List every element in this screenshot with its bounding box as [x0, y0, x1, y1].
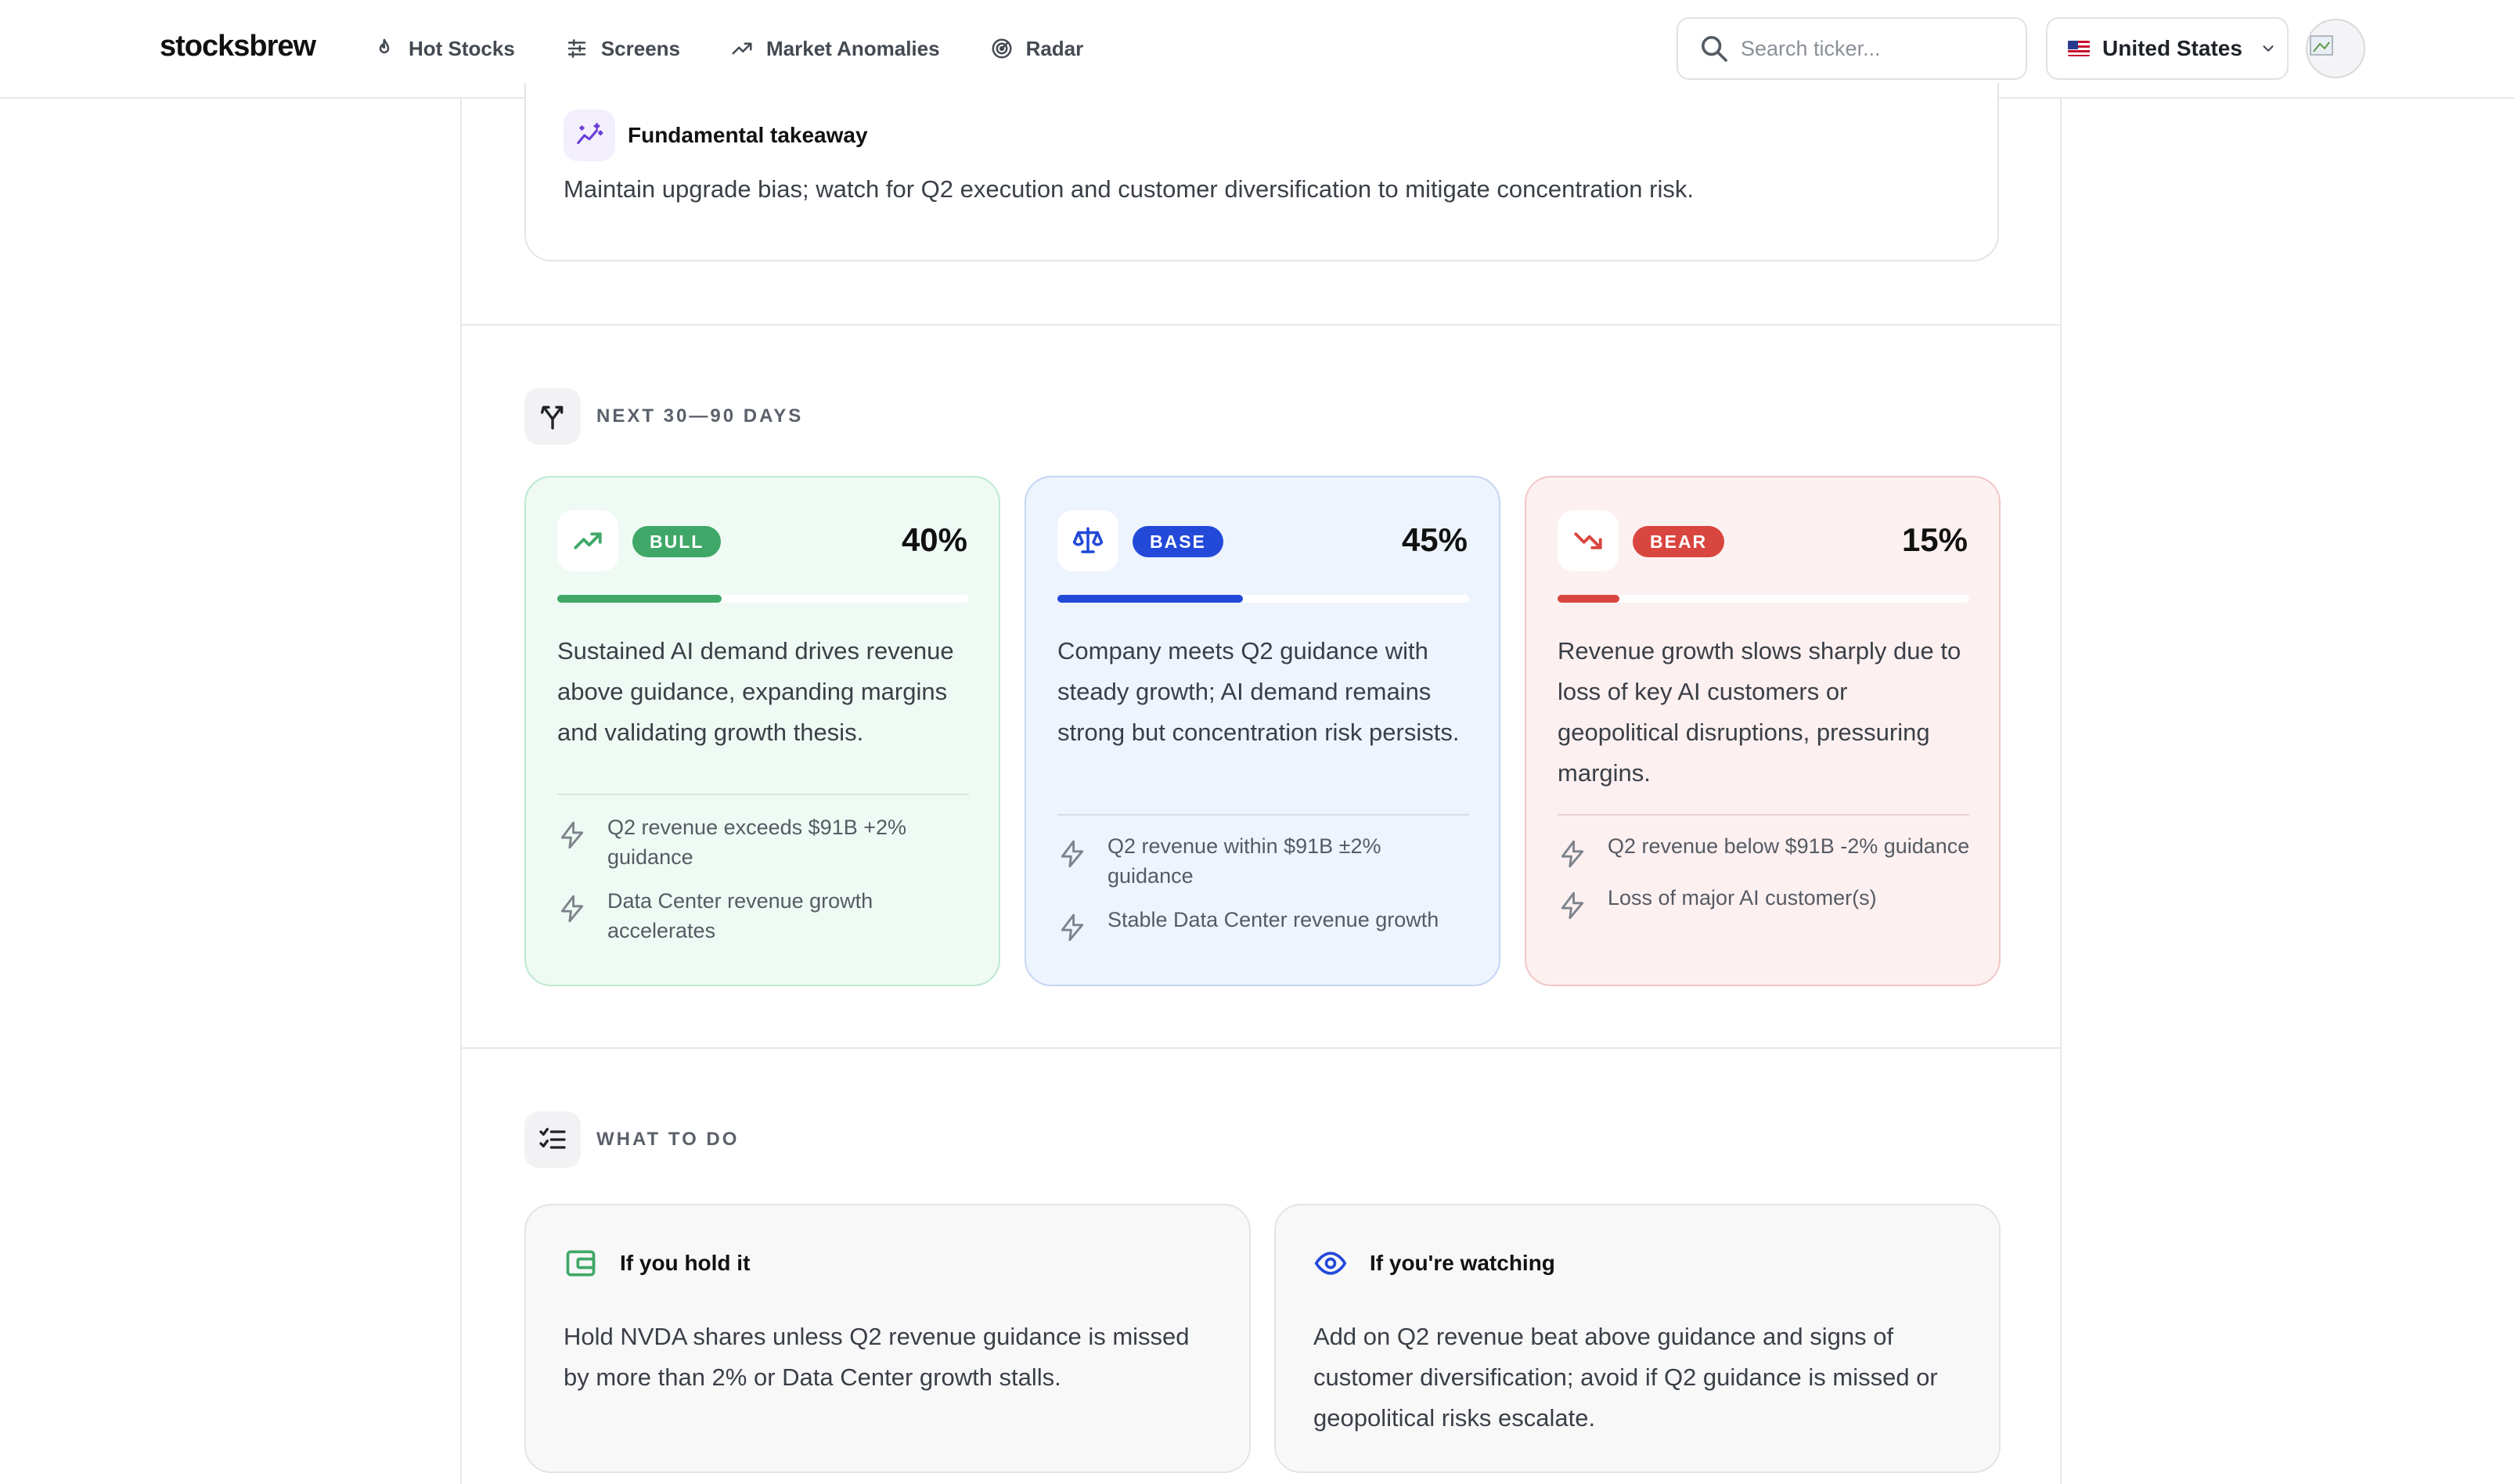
- country-selector[interactable]: United States: [2046, 17, 2289, 80]
- scenario-probability: 15%: [1901, 521, 1968, 558]
- sliders-icon: [567, 39, 586, 58]
- probability-bar: [1057, 595, 1469, 603]
- trigger-text: Stable Data Center revenue growth: [1108, 908, 1439, 931]
- scenario-probability: 40%: [901, 521, 967, 558]
- takeaway-text: Maintain upgrade bias; watch for Q2 exec…: [564, 175, 1694, 203]
- probability-bar-fill: [1558, 595, 1619, 603]
- top-navigation-bar: stocksbrew Hot Stocks Screens Market Ano…: [0, 0, 2514, 99]
- trigger-item: Data Center revenue growth accelerates: [557, 886, 972, 946]
- scenario-description: Sustained AI demand drives revenue above…: [557, 637, 954, 746]
- watch-advice-text: Add on Q2 revenue beat above guidance an…: [1313, 1323, 1938, 1432]
- card-divider: [1558, 814, 1969, 816]
- trigger-text: Q2 revenue within $91B ±2% guidance: [1108, 834, 1381, 888]
- scenarios-section-header: NEXT 30—90 DAYS: [524, 388, 803, 445]
- section-divider: [462, 324, 2060, 326]
- ticker-search[interactable]: [1677, 17, 2027, 80]
- radar-icon: [992, 38, 1012, 59]
- lightning-icon: [1061, 840, 1084, 868]
- brand-logo[interactable]: stocksbrew: [160, 30, 316, 63]
- main-nav: Hot Stocks Screens Market Anomalies Rada…: [373, 28, 1133, 69]
- bull-scenario-card: BULL 40% Sustained AI demand drives reve…: [524, 476, 1000, 986]
- eye-icon: [1314, 1252, 1347, 1275]
- trigger-item: Q2 revenue exceeds $91B +2% guidance: [557, 812, 972, 872]
- broken-image-icon: [2310, 35, 2333, 56]
- sparkle-chart-icon: [564, 110, 615, 161]
- watch-advice-header: If you're watching: [1313, 1246, 1555, 1280]
- trigger-item: Q2 revenue within $91B ±2% guidance: [1057, 831, 1472, 891]
- scenario-probability: 45%: [1401, 521, 1468, 558]
- nav-item-label: Screens: [600, 36, 680, 60]
- scenario-description: Revenue growth slows sharply due to loss…: [1558, 637, 1961, 787]
- watch-advice-title: If you're watching: [1370, 1251, 1555, 1275]
- flame-icon: [379, 38, 390, 54]
- scenario-badge: BEAR: [1633, 526, 1725, 557]
- trigger-text: Q2 revenue exceeds $91B +2% guidance: [607, 816, 907, 869]
- trigger-item: Stable Data Center revenue growth: [1057, 905, 1472, 942]
- section-divider: [462, 1047, 2060, 1049]
- probability-bar: [1558, 595, 1969, 603]
- what-to-do-section-title: WHAT TO DO: [596, 1129, 740, 1150]
- checklist-icon: [524, 1111, 581, 1168]
- lightning-icon: [560, 821, 584, 849]
- card-divider: [1057, 814, 1469, 816]
- probability-bar: [557, 595, 969, 603]
- what-to-do-section-header: WHAT TO DO: [524, 1111, 739, 1168]
- country-label: United States: [2102, 36, 2242, 60]
- split-arrows-icon: [524, 388, 581, 445]
- bear-scenario-card: BEAR 15% Revenue growth slows sharply du…: [1525, 476, 2001, 986]
- nav-item-label: Radar: [1025, 36, 1084, 60]
- scenario-triggers: Q2 revenue exceeds $91B +2% guidance Dat…: [557, 812, 972, 960]
- scenario-triggers: Q2 revenue within $91B ±2% guidance Stab…: [1057, 831, 1472, 956]
- nav-item-hot-stocks[interactable]: Hot Stocks: [373, 28, 515, 69]
- lightning-icon: [1061, 913, 1084, 942]
- card-divider: [557, 794, 969, 795]
- nav-item-screens[interactable]: Screens: [565, 28, 680, 69]
- trigger-text: Data Center revenue growth accelerates: [607, 889, 873, 942]
- hold-advice-header: If you hold it: [564, 1246, 750, 1280]
- scale-icon: [1057, 510, 1118, 571]
- hold-advice-card: If you hold it Hold NVDA shares unless Q…: [524, 1204, 1251, 1473]
- hold-advice-text: Hold NVDA shares unless Q2 revenue guida…: [564, 1323, 1190, 1391]
- trending-up-icon: [557, 510, 618, 571]
- us-flag-icon: [2068, 41, 2090, 56]
- scenario-badge: BULL: [632, 526, 722, 557]
- nav-item-radar[interactable]: Radar: [990, 28, 1084, 69]
- trigger-item: Q2 revenue below $91B -2% guidance: [1558, 831, 1972, 869]
- takeaway-title: Fundamental takeaway: [628, 123, 868, 147]
- nav-item-market-anomalies[interactable]: Market Anomalies: [730, 28, 940, 69]
- search-icon: [1702, 36, 1727, 62]
- watch-advice-card: If you're watching Add on Q2 revenue bea…: [1274, 1204, 2001, 1473]
- nav-item-label: Hot Stocks: [409, 36, 515, 60]
- trigger-text: Loss of major AI customer(s): [1608, 886, 1877, 909]
- scenarios-section-title: NEXT 30—90 DAYS: [596, 405, 804, 427]
- probability-bar-fill: [557, 595, 722, 603]
- wallet-icon: [566, 1250, 596, 1277]
- search-input[interactable]: [1741, 36, 1991, 61]
- probability-bar-fill: [1057, 595, 1243, 603]
- takeaway-header: Fundamental takeaway: [564, 110, 868, 161]
- trigger-text: Q2 revenue below $91B -2% guidance: [1608, 834, 1970, 858]
- user-avatar[interactable]: [2306, 19, 2365, 78]
- fundamental-takeaway-card: Fundamental takeaway Maintain upgrade bi…: [524, 83, 1999, 261]
- chevron-down-icon: [2263, 45, 2274, 52]
- scenario-badge: BASE: [1133, 526, 1223, 557]
- main-content: Fundamental takeaway Maintain upgrade bi…: [460, 83, 2062, 1484]
- scenario-description: Company meets Q2 guidance with steady gr…: [1057, 637, 1460, 746]
- trending-down-icon: [1558, 510, 1619, 571]
- nav-item-label: Market Anomalies: [766, 36, 940, 60]
- lightning-icon: [1561, 840, 1584, 868]
- scenario-triggers: Q2 revenue below $91B -2% guidance Loss …: [1558, 831, 1972, 935]
- lightning-icon: [1561, 891, 1584, 920]
- hold-advice-title: If you hold it: [620, 1251, 751, 1275]
- base-scenario-card: BASE 45% Company meets Q2 guidance with …: [1025, 476, 1500, 986]
- trigger-item: Loss of major AI customer(s): [1558, 883, 1972, 920]
- lightning-icon: [560, 895, 584, 923]
- trending-up-icon: [732, 42, 752, 55]
